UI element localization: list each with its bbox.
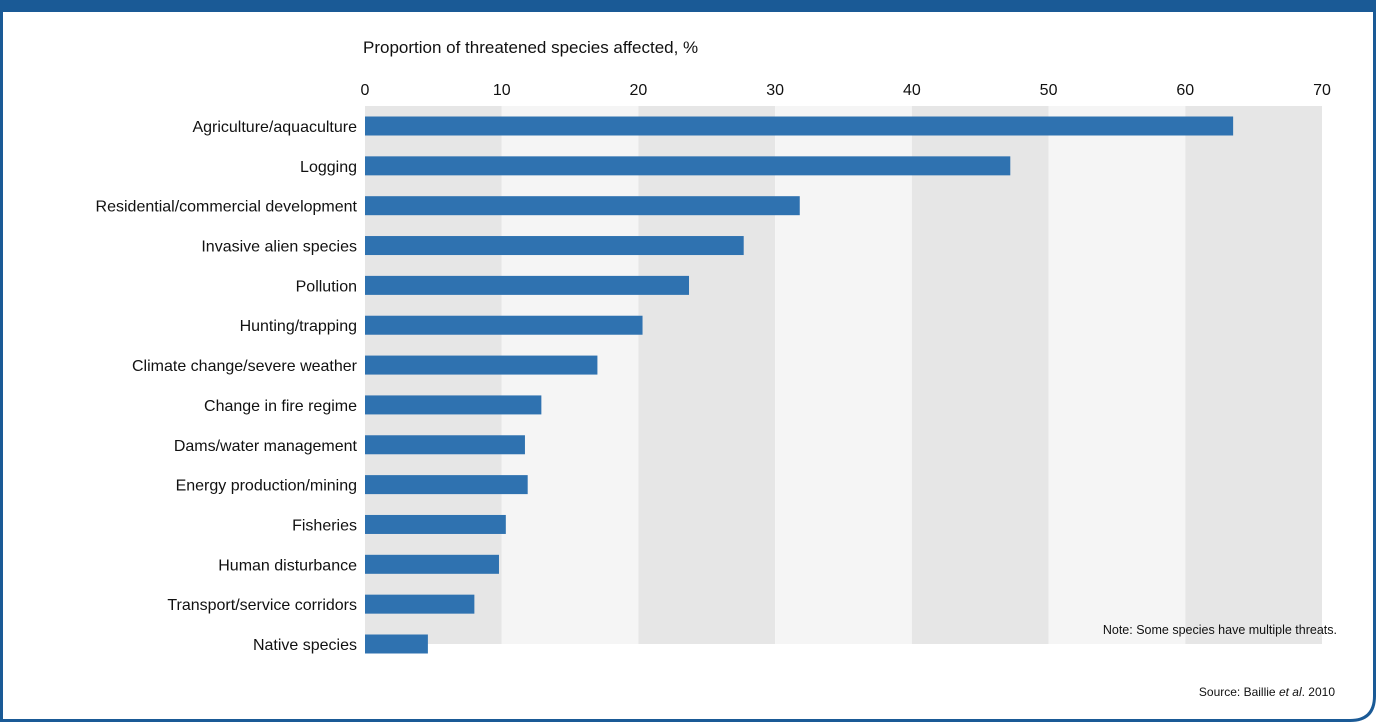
category-label: Logging <box>300 159 357 176</box>
grid-band <box>1048 106 1186 644</box>
category-label: Change in fire regime <box>204 398 357 415</box>
category-label: Human disturbance <box>218 557 357 574</box>
grid-band <box>775 106 912 644</box>
bar <box>365 355 598 375</box>
x-tick-label: 30 <box>766 82 784 99</box>
source-italic: et al <box>1279 685 1302 699</box>
bar <box>365 395 542 415</box>
bar <box>365 315 643 335</box>
category-label: Transport/service corridors <box>167 597 357 614</box>
bar <box>365 634 428 654</box>
bar <box>365 594 475 614</box>
category-label: Pollution <box>296 278 357 295</box>
x-tick-label: 0 <box>361 82 370 99</box>
grid-band <box>501 106 639 644</box>
x-tick-label: 10 <box>493 82 511 99</box>
source-prefix: Source: Baillie <box>1199 685 1279 699</box>
axis-title: Proportion of threatened species affecte… <box>363 38 698 57</box>
bars <box>365 116 1234 654</box>
category-label: Agriculture/aquaculture <box>192 119 357 136</box>
bar <box>365 236 744 256</box>
grid-band <box>365 106 502 644</box>
bar <box>365 435 525 455</box>
x-tick-label: 40 <box>903 82 921 99</box>
chart-note: Note: Some species have multiple threats… <box>1103 623 1337 637</box>
bar <box>365 554 499 574</box>
category-labels: Agriculture/aquaculture Logging Residentia… <box>96 119 358 654</box>
source-credit: Source: Baillie et al. 2010 <box>1199 685 1335 699</box>
x-tick-label: 70 <box>1313 82 1331 99</box>
grid-band <box>638 106 776 644</box>
source-suffix: . 2010 <box>1302 685 1336 699</box>
category-label: Invasive alien species <box>201 239 357 256</box>
grid-band <box>911 106 1049 644</box>
bar <box>365 196 800 216</box>
x-tick-label: 50 <box>1040 82 1058 99</box>
bar <box>365 514 506 534</box>
category-label: Dams/water management <box>174 438 358 455</box>
x-tick-label: 60 <box>1176 82 1194 99</box>
category-label: Hunting/trapping <box>240 318 357 335</box>
category-label: Native species <box>253 637 357 654</box>
category-label: Fisheries <box>292 517 357 534</box>
bar <box>365 275 690 295</box>
bar <box>365 156 1011 176</box>
x-axis-ticks: 0 10 20 30 40 50 60 70 <box>361 82 1331 99</box>
category-label: Energy production/mining <box>176 478 357 495</box>
bar <box>365 116 1234 136</box>
bar <box>365 475 528 495</box>
x-tick-label: 20 <box>630 82 648 99</box>
grid-band <box>1185 106 1322 644</box>
category-label: Residential/commercial development <box>96 199 358 216</box>
category-label: Climate change/severe weather <box>132 358 358 375</box>
grid-bands <box>365 106 1322 644</box>
